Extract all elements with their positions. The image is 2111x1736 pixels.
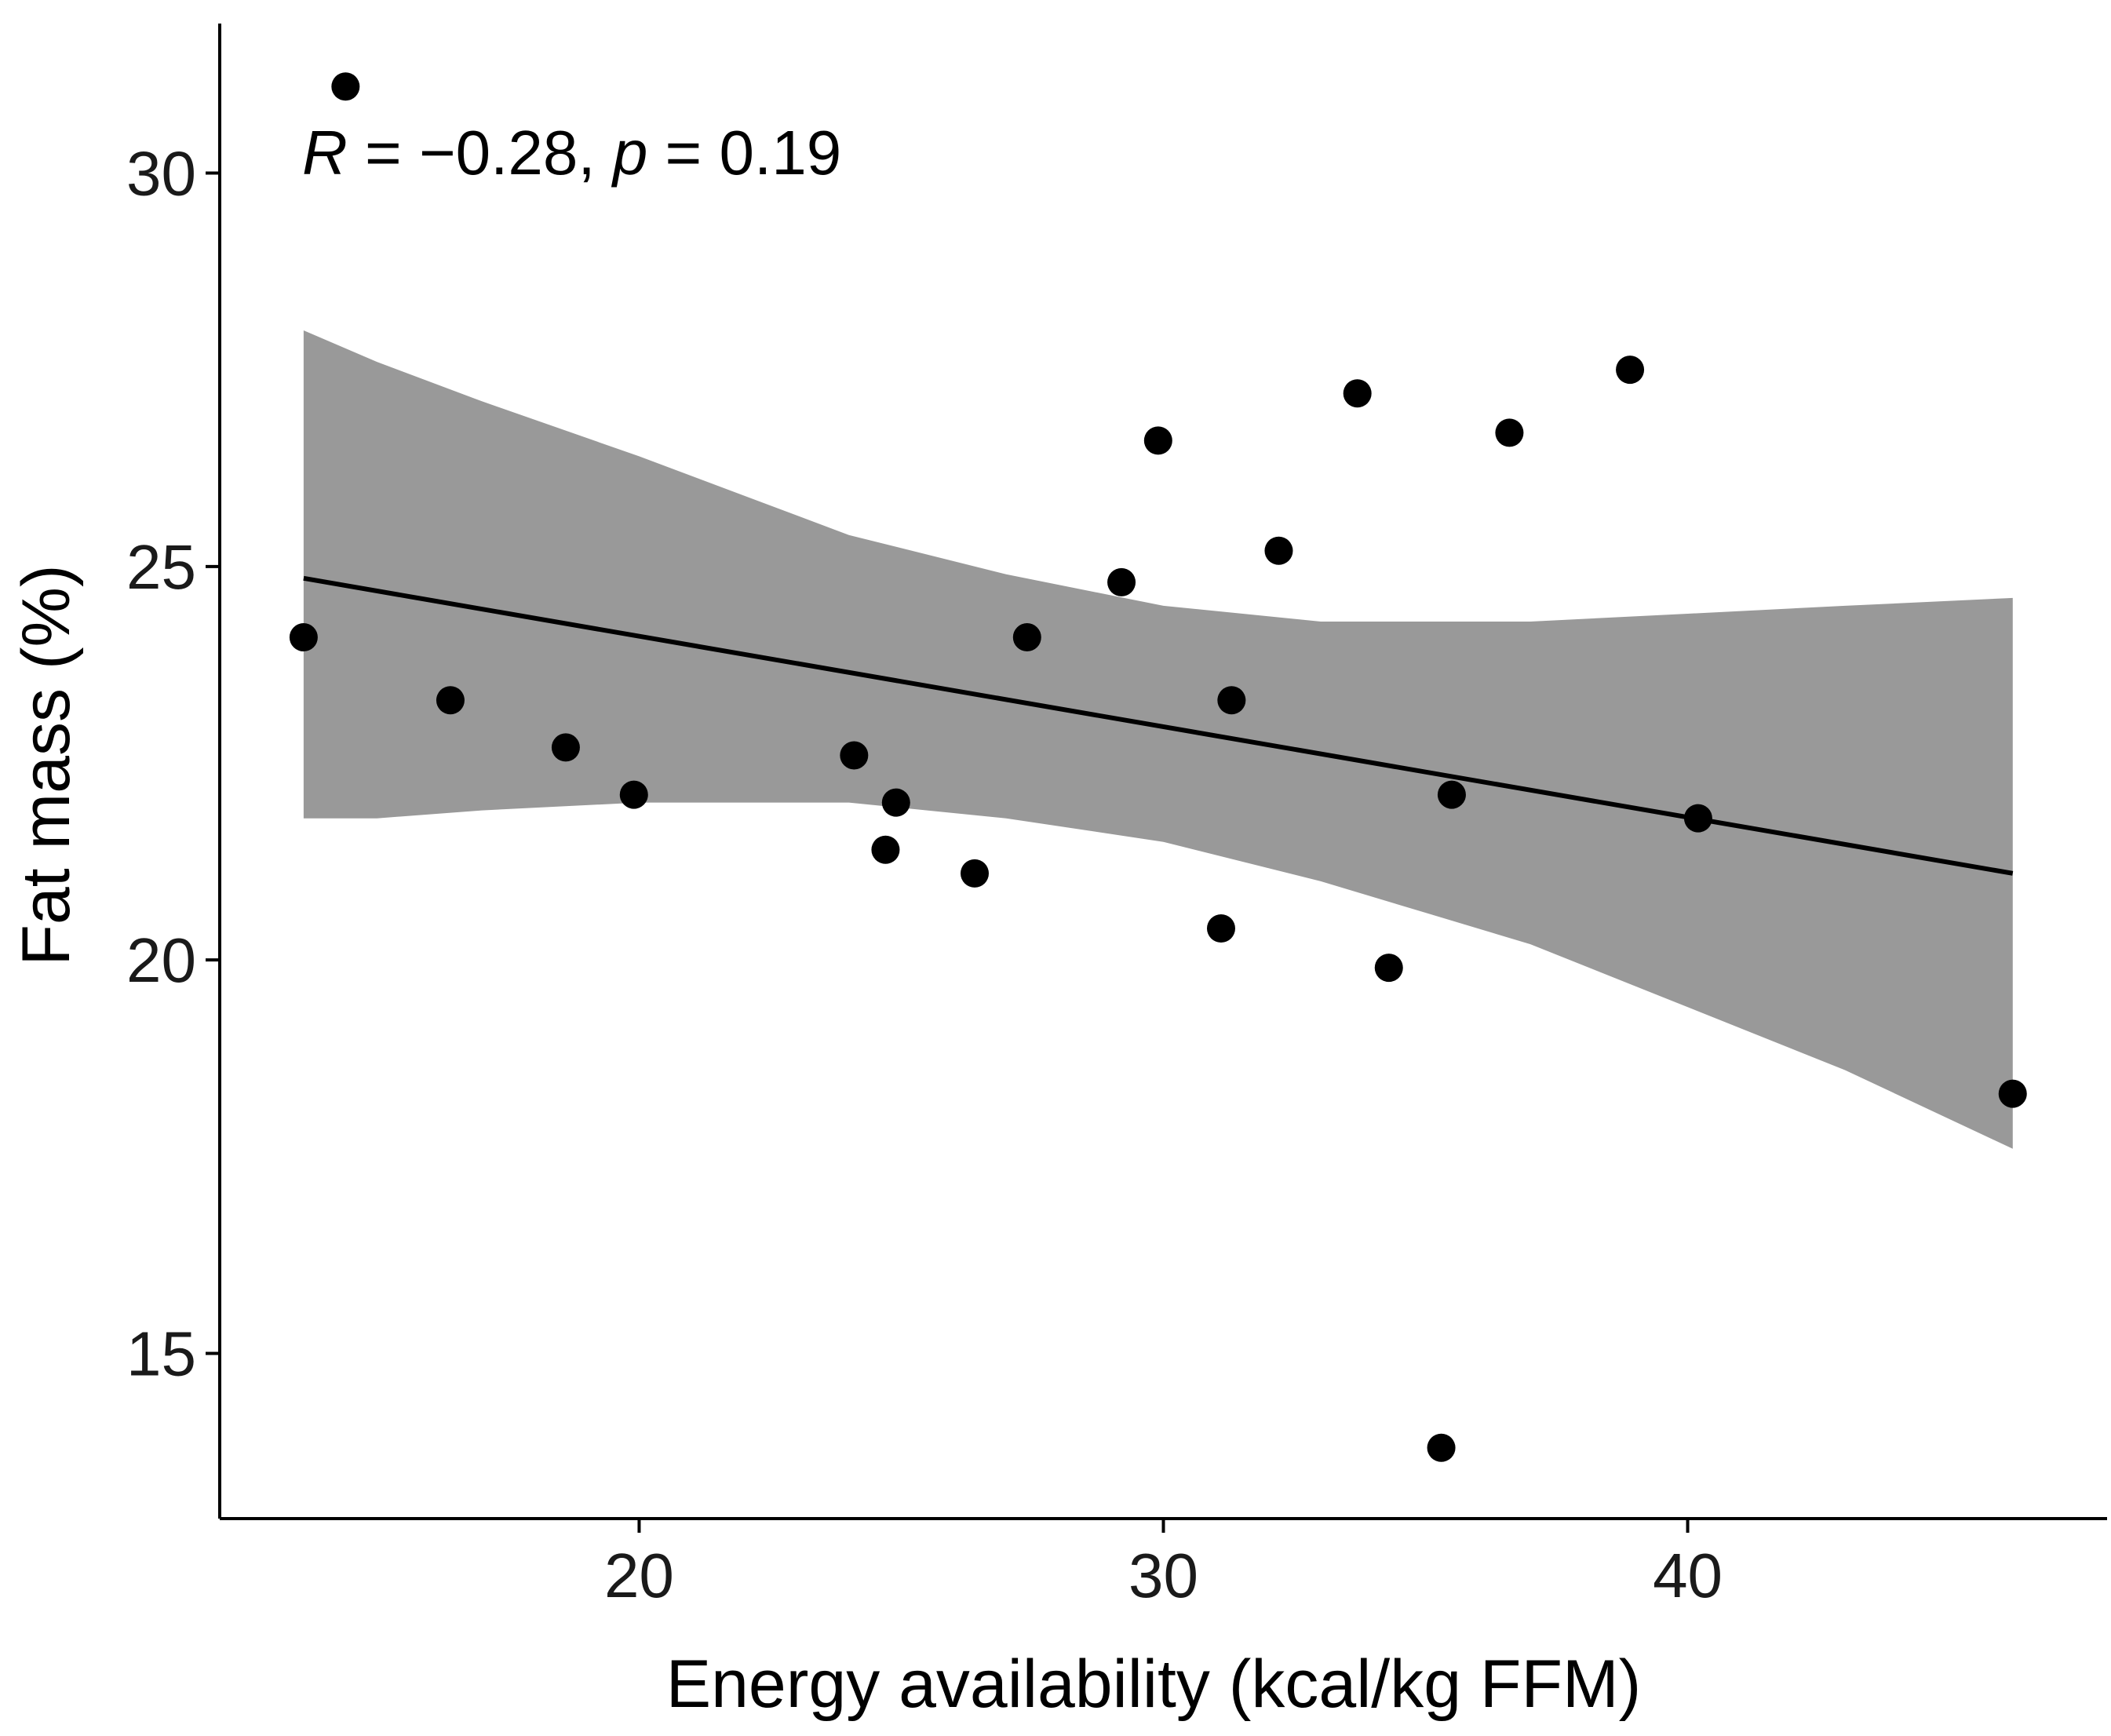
data-point — [1107, 567, 1136, 596]
p-value: = 0.19 — [647, 118, 841, 188]
y-tick-label: 15 — [126, 1318, 196, 1388]
fit-line-layer — [303, 575, 2014, 876]
data-point — [1206, 914, 1235, 943]
data-point — [331, 72, 360, 101]
data-point — [289, 623, 318, 652]
data-point — [1495, 418, 1524, 447]
r-symbol: R — [302, 118, 348, 188]
data-point — [961, 859, 989, 888]
data-point — [1437, 780, 1466, 809]
data-point — [881, 788, 910, 817]
data-point — [1217, 686, 1246, 715]
data-point — [1012, 623, 1041, 652]
data-point — [1427, 1433, 1456, 1462]
x-tick-label: 30 — [1128, 1541, 1198, 1610]
data-point — [619, 780, 648, 809]
ticks-layer: 20 30 40 15 20 25 30 — [126, 139, 1723, 1611]
y-tick-label: 30 — [126, 139, 196, 209]
data-point — [1264, 536, 1293, 565]
correlation-annotation: R = −0.28, p = 0.19 — [302, 118, 841, 188]
data-point — [551, 733, 580, 762]
regression-line — [303, 575, 2014, 876]
y-tick-label: 20 — [126, 925, 196, 995]
data-point — [1343, 379, 1372, 408]
data-point — [871, 835, 900, 864]
data-point — [1998, 1079, 2027, 1108]
y-tick-label: 25 — [126, 532, 196, 602]
r-value: = −0.28, — [348, 118, 613, 188]
confidence-band — [303, 330, 2013, 1149]
data-points-layer — [289, 72, 2027, 1462]
data-point — [840, 741, 869, 770]
data-point — [1683, 804, 1712, 833]
confidence-band-layer — [303, 330, 2013, 1149]
data-point — [1616, 356, 1645, 385]
data-point — [1374, 954, 1403, 983]
x-tick-label: 20 — [604, 1541, 674, 1610]
data-point — [436, 686, 465, 715]
y-axis-title: Fat mass (%) — [9, 564, 84, 965]
data-point — [1143, 426, 1172, 455]
x-tick-label: 40 — [1653, 1541, 1723, 1610]
p-symbol: p — [611, 118, 648, 188]
x-axis-title: Energy availability (kcal/kg FFM) — [666, 1647, 1642, 1722]
